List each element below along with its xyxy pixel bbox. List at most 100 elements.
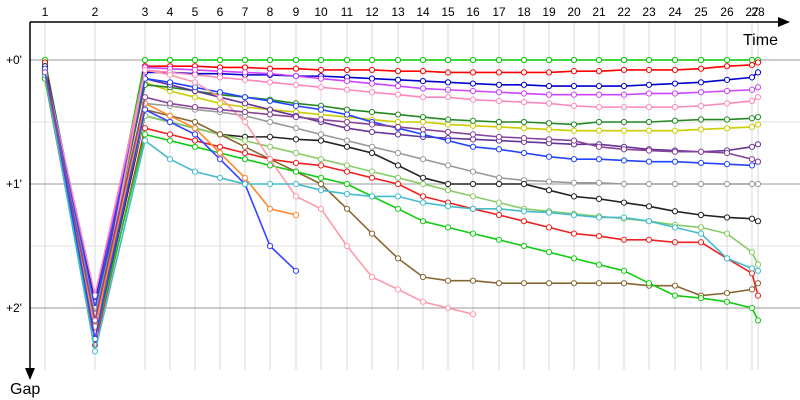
x-tick-label: 4: [167, 5, 174, 19]
data-point: [343, 118, 351, 126]
data-point: [754, 317, 762, 324]
series-line-10: [44, 74, 758, 316]
x-tick-label: 11: [341, 5, 354, 19]
data-point: [645, 104, 653, 111]
y-tick-labels: +0' +1' +2': [6, 53, 22, 315]
data-point: [469, 277, 477, 284]
data-point: [697, 159, 705, 167]
data-point: [292, 125, 300, 132]
data-point: [394, 118, 402, 126]
data-point: [570, 121, 578, 128]
data-point: [570, 137, 578, 144]
data-point: [216, 89, 224, 96]
data-point: [748, 249, 756, 256]
data-point: [545, 56, 553, 64]
data-point: [520, 218, 528, 225]
data-point: [216, 143, 224, 150]
y-tick-label: +2': [6, 301, 22, 315]
data-point: [545, 126, 553, 133]
data-point: [394, 149, 402, 157]
x-tick-label: 6: [217, 5, 224, 19]
data-point: [645, 280, 653, 287]
x-tick-label: 3: [142, 5, 149, 19]
data-point: [595, 127, 603, 134]
data-point: [620, 127, 628, 134]
data-point: [645, 90, 653, 97]
series-line-4: [44, 66, 759, 309]
data-point: [394, 180, 402, 188]
data-point: [723, 149, 731, 157]
data-point: [545, 187, 553, 194]
data-point: [394, 205, 402, 212]
data-point: [748, 97, 756, 105]
data-point: [520, 208, 528, 215]
data-point: [419, 298, 427, 305]
data-point: [570, 56, 578, 64]
data-point: [216, 156, 224, 163]
x-axis-title: Time: [743, 32, 778, 49]
data-point: [191, 118, 199, 126]
data-point: [141, 131, 149, 138]
data-point: [317, 180, 325, 188]
data-point: [671, 158, 679, 165]
data-point: [595, 68, 603, 75]
x-axis-arrow: [778, 17, 790, 27]
data-point: [343, 168, 351, 175]
data-point: [444, 203, 452, 210]
data-point: [469, 230, 477, 237]
data-point: [545, 280, 553, 287]
data-point: [292, 149, 300, 157]
data-point: [394, 174, 402, 181]
x-tick-label: 22: [617, 5, 631, 19]
data-point: [723, 214, 731, 221]
data-point: [444, 162, 452, 169]
data-point: [495, 211, 503, 219]
data-point: [241, 100, 249, 107]
data-point: [241, 149, 249, 157]
data-point: [191, 104, 199, 111]
data-point: [444, 277, 452, 284]
data-point: [495, 133, 503, 140]
data-point: [545, 153, 553, 160]
data-point: [166, 71, 174, 78]
data-point: [595, 143, 603, 150]
data-point: [141, 56, 149, 64]
data-point: [317, 66, 325, 74]
data-point: [419, 113, 427, 121]
data-point: [241, 156, 249, 163]
series-line-5: [44, 69, 759, 297]
data-point: [444, 116, 452, 123]
data-point: [495, 81, 503, 88]
data-point: [723, 255, 731, 262]
x-tick-label: 25: [694, 5, 708, 19]
data-point: [520, 149, 528, 157]
data-point: [645, 127, 653, 134]
data-point: [166, 131, 174, 138]
data-point: [266, 118, 274, 126]
data-point: [620, 199, 628, 206]
data-point: [444, 128, 452, 136]
data-point: [241, 118, 249, 126]
data-point: [368, 230, 376, 237]
data-point: [748, 123, 756, 131]
data-point: [620, 236, 628, 243]
data-point: [469, 136, 477, 143]
series-line-1: [44, 59, 758, 316]
data-point: [216, 68, 224, 75]
data-point: [91, 348, 99, 355]
data-point: [723, 76, 731, 83]
data-point: [368, 128, 376, 136]
data-point: [671, 148, 679, 155]
data-point: [495, 205, 503, 212]
data-point: [166, 79, 174, 86]
data-point: [216, 106, 224, 113]
data-point: [645, 81, 653, 88]
data-point: [748, 265, 756, 272]
data-point: [343, 86, 351, 93]
data-point: [292, 102, 300, 109]
data-point: [754, 113, 762, 121]
data-point: [444, 79, 452, 86]
series-line-16: [44, 69, 474, 334]
data-point: [671, 224, 679, 231]
data-point: [620, 82, 628, 90]
